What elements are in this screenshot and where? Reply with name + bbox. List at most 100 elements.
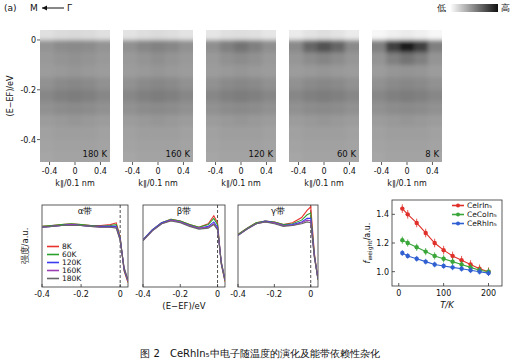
heatmap-cell [372,65,387,78]
heatmap-cell [428,77,442,90]
heatmap-cell [96,40,110,53]
heatmap-cell [317,77,332,90]
data-point [414,257,418,261]
colorbar-high: 高 [501,3,510,13]
heatmap-cell [317,65,332,78]
direction-to: M [30,3,38,13]
x-tick-label: 0.4 [426,167,439,176]
x-tick-label: 0.4 [177,167,190,176]
heatmap-cell [151,127,166,140]
heatmap-cell [262,30,276,40]
heatmap-cell [372,152,387,162]
heatmap-cell [414,102,429,115]
heatmap-cell [386,30,401,40]
heatmap-cell [262,52,276,65]
panel-title: β带 [177,206,191,216]
data-point [486,271,490,275]
caption: 图 2 CeRhIn₅中电子随温度的演化及能带依赖性杂化 [140,348,379,359]
heatmap-cell [289,152,304,162]
heatmap-cell [414,77,429,90]
heatmap-cell [386,52,401,65]
heatmap [372,30,442,162]
series-line [238,213,318,280]
series-line [238,222,318,279]
heatmap-cell [220,52,235,65]
heatmap-cell [137,52,152,65]
colorbar [450,4,498,12]
heatmap-cell [54,90,69,103]
heatmap-cell [137,77,152,90]
x-tick [215,162,216,165]
data-point [406,212,410,216]
heatmap-cell [68,127,83,140]
heatmap-cell [331,77,346,90]
heatmap-cell [386,65,401,78]
data-point [477,269,481,273]
series-line [238,207,318,280]
heatmap-cell [400,152,415,162]
heatmap-cell [317,140,332,153]
heatmap-cell [372,90,387,103]
heatmap-cell [248,90,263,103]
x-tick [266,162,267,165]
heatmap-cell [68,102,83,115]
heatmap-cell [386,115,401,128]
fermi-level-line [217,205,218,287]
legend-swatch [47,246,59,248]
y-label-part: weight [366,240,374,261]
heatmap-cell [317,152,332,162]
data-point [400,238,404,242]
heatmap-cell [220,127,235,140]
y-tick-label: -0.4 [20,136,36,145]
heatmap-cell [303,30,318,40]
heatmap-cell [234,30,249,40]
heatmap-cell [303,115,318,128]
x-tick [398,283,399,286]
heatmap-cell [289,90,304,103]
heatmap-cell [220,90,235,103]
y-tick-label: 0 [31,36,36,45]
heatmap-cell [248,30,263,40]
heatmap-cell [40,115,55,128]
heatmap-cell [206,127,221,140]
plot-frame [143,205,225,287]
heatmap-cell [331,40,346,53]
heatmap-cell [151,65,166,78]
x-tick-label: -0.2 [73,290,89,299]
x-axis-label: k∥/0.1 nm [387,179,427,188]
heatmap-cell [345,30,359,40]
heatmap-cell [123,65,138,78]
data-point [450,265,454,269]
heatmap-cell [372,127,387,140]
heatmap-cell [137,90,152,103]
x-tick-label: -0.2 [267,290,283,299]
heatmap-cell [220,140,235,153]
heatmap-cell [68,77,83,90]
arrow-head [42,6,47,11]
heatmap-cell [220,30,235,40]
temperature-label: 60 K [337,149,357,159]
heatmap-cell [82,52,97,65]
heatmap-cell [414,115,429,128]
series-line [143,216,225,282]
series-line [402,240,488,272]
data-point [432,262,436,266]
legend-marker [456,213,460,217]
heatmap-cell [234,152,249,162]
heatmap-cell [331,30,346,40]
legend-swatch [47,270,59,272]
series-line [42,223,128,283]
heatmap-cell [179,65,193,78]
heatmap-cell [68,152,83,162]
x-tick-label: 0 [72,167,77,176]
heatmap-cell [345,127,359,140]
heatmap-cell [123,90,138,103]
heatmap-cell [54,140,69,153]
heatmap-cell [54,77,69,90]
heatmap-cell [289,127,304,140]
heatmap-cell [151,77,166,90]
heatmap-cell [68,30,83,40]
heatmap-cell [262,102,276,115]
series-line [42,225,128,281]
heatmap-cell [248,115,263,128]
